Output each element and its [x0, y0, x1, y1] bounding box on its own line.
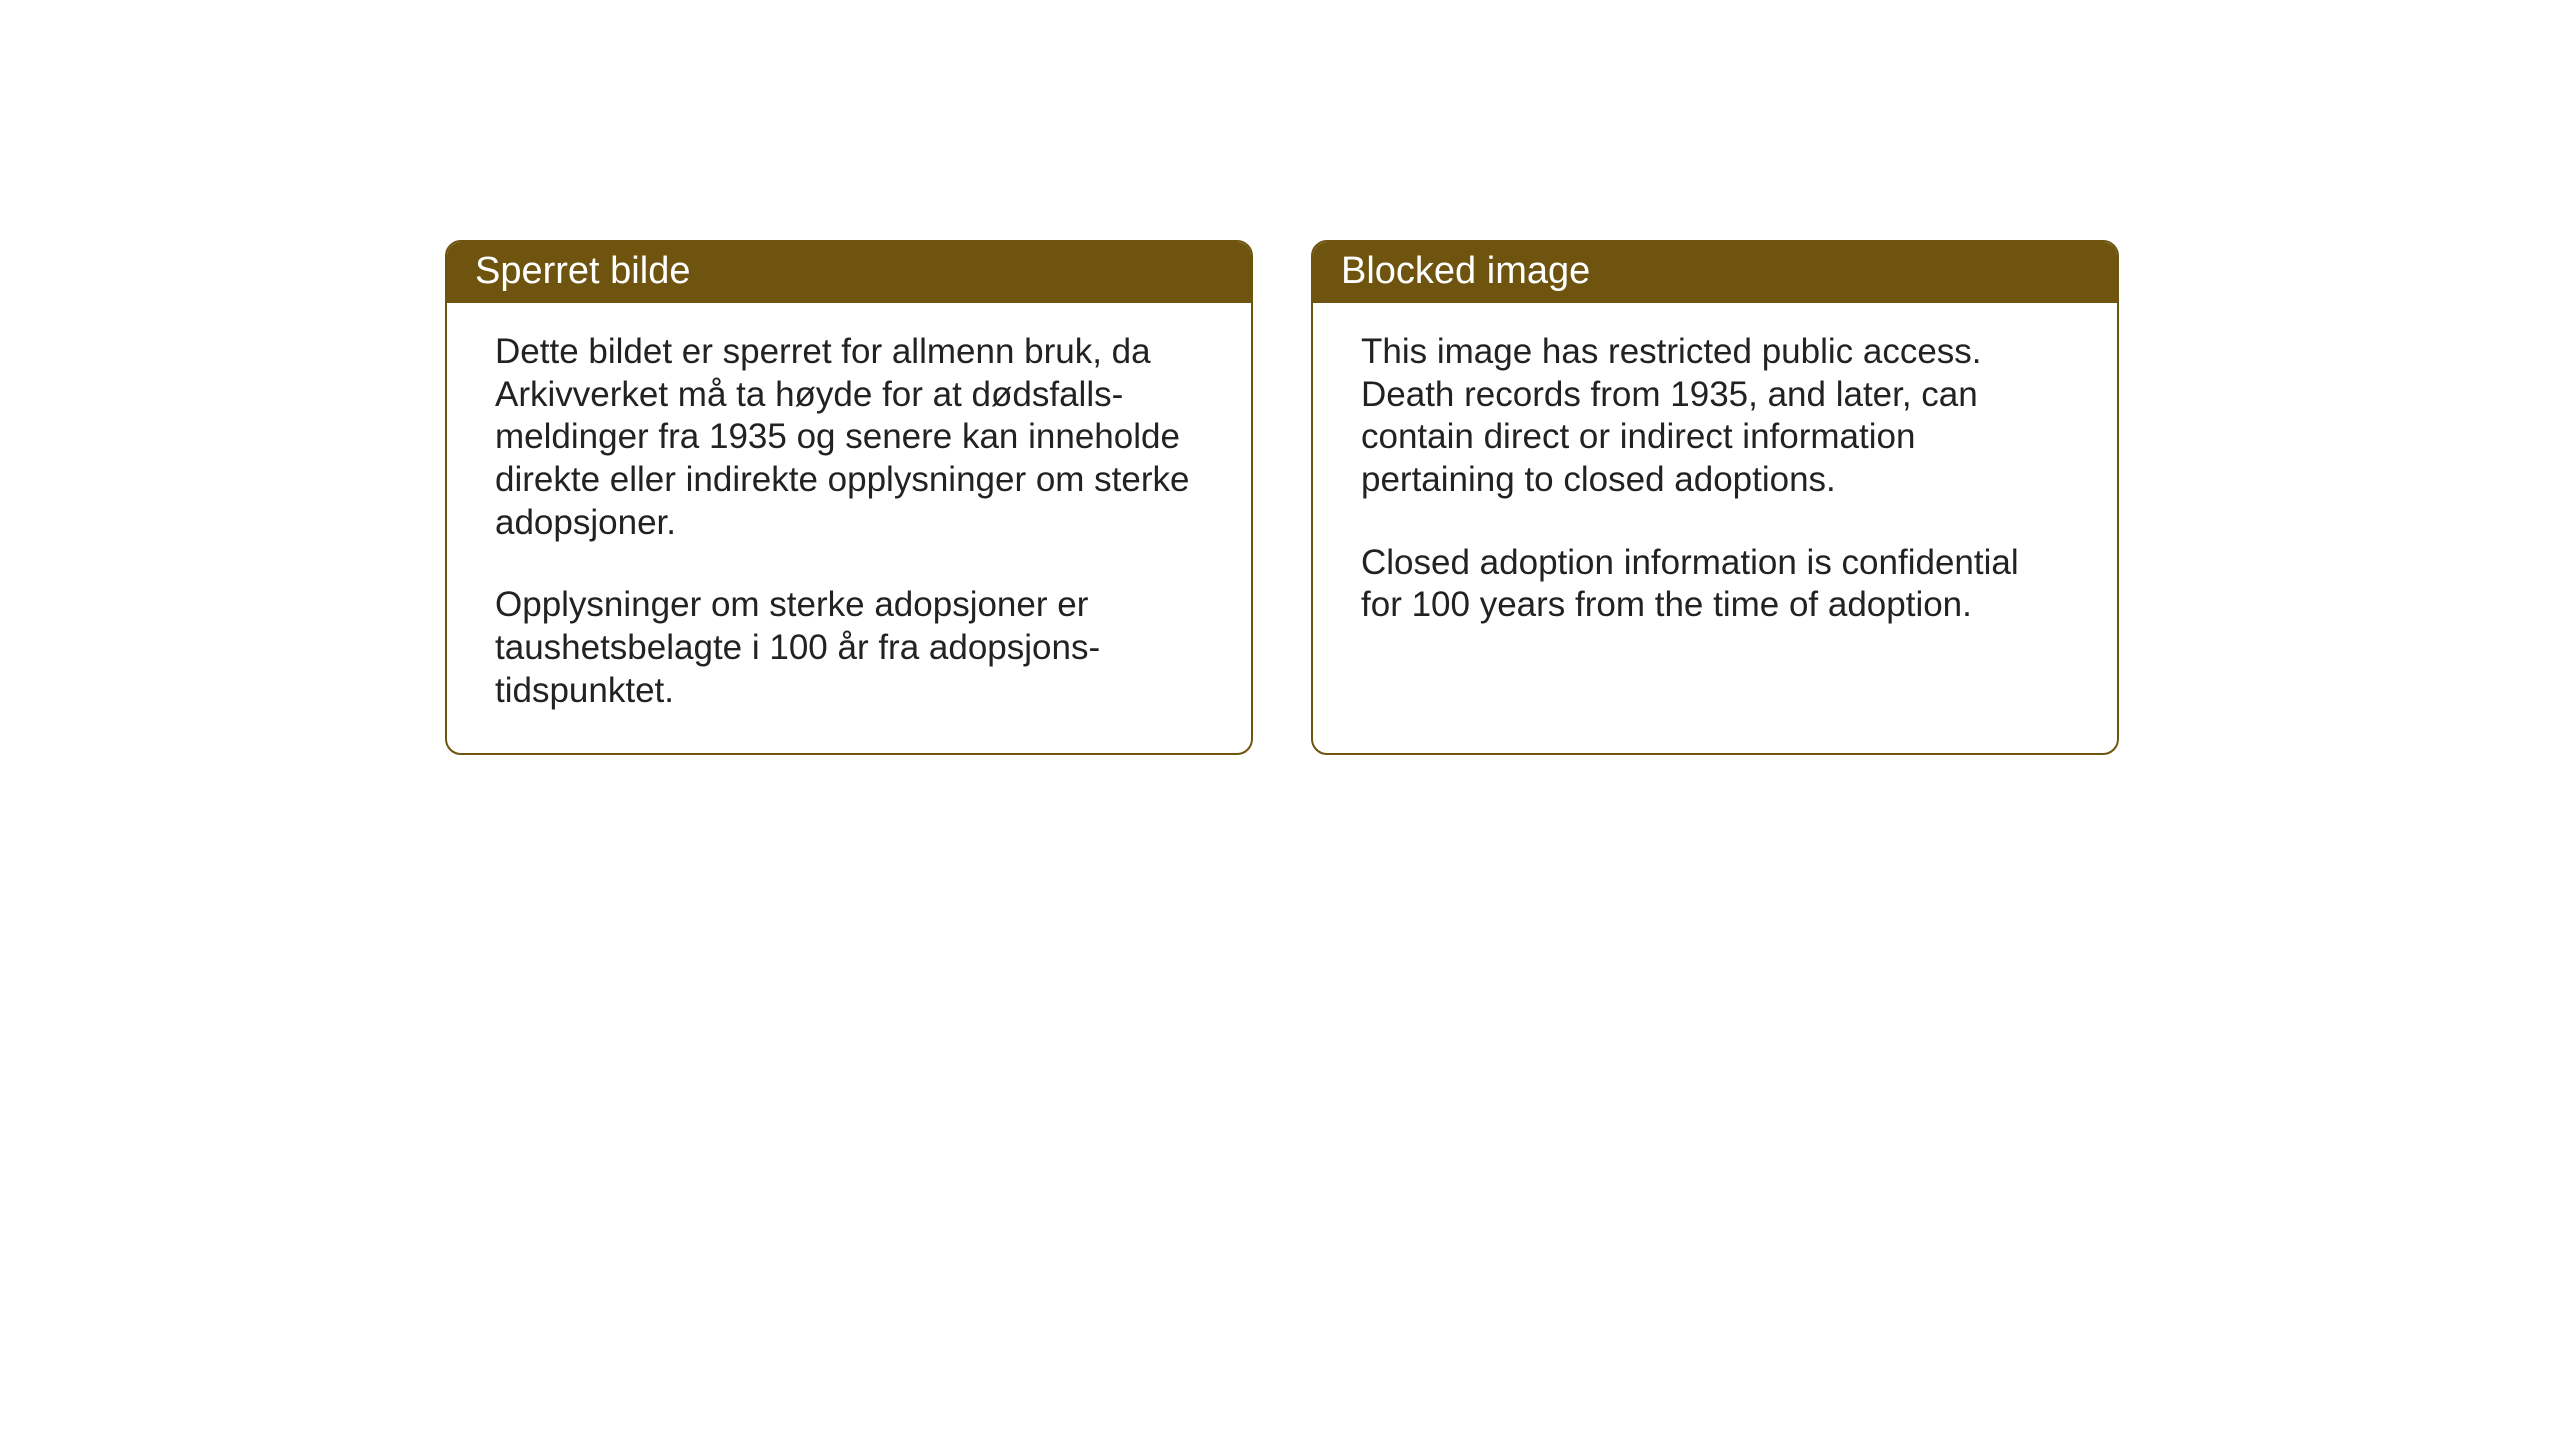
notice-card-english: Blocked image This image has restricted …	[1311, 240, 2119, 755]
notice-title-norwegian: Sperret bilde	[475, 250, 690, 292]
notice-body-norwegian: Dette bildet er sperret for allmenn bruk…	[447, 303, 1251, 753]
notice-body-english: This image has restricted public access.…	[1313, 303, 2117, 667]
notice-paragraph-1-norwegian: Dette bildet er sperret for allmenn bruk…	[495, 331, 1203, 544]
notice-header-english: Blocked image	[1313, 242, 2117, 303]
notice-paragraph-1-english: This image has restricted public access.…	[1361, 331, 2069, 502]
notice-title-english: Blocked image	[1341, 250, 1590, 292]
notice-header-norwegian: Sperret bilde	[447, 242, 1251, 303]
notice-paragraph-2-norwegian: Opplysninger om sterke adopsjoner er tau…	[495, 584, 1203, 712]
notice-paragraph-2-english: Closed adoption information is confident…	[1361, 542, 2069, 627]
notice-card-norwegian: Sperret bilde Dette bildet er sperret fo…	[445, 240, 1253, 755]
notice-container: Sperret bilde Dette bildet er sperret fo…	[445, 240, 2119, 755]
